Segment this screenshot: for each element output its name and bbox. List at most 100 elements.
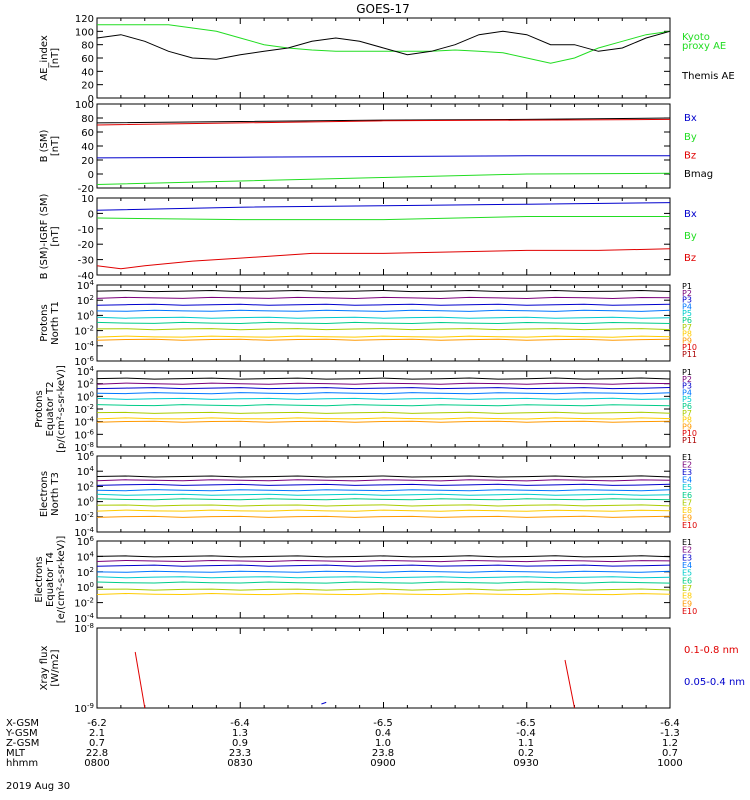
y-tick-label: -20: [78, 184, 94, 195]
footer-value: 0930: [513, 758, 538, 769]
legend-entry: Bz: [684, 253, 696, 264]
series-line: [96, 392, 671, 395]
y-tick-label: 104: [77, 365, 95, 378]
legend-entry: E4: [682, 561, 692, 570]
y-axis-title: [nT]: [50, 48, 61, 68]
legend-entry: P5: [682, 395, 692, 404]
series-line: [96, 493, 671, 496]
footer-value: -6.5: [373, 718, 393, 729]
y-tick-label: 106: [77, 535, 95, 548]
series-line: [96, 489, 671, 492]
series-line: [96, 382, 671, 385]
series-line: [96, 592, 671, 596]
series-line: [96, 564, 671, 567]
series-line: [96, 338, 671, 341]
y-axis-title: B (SM)-IGRF (SM): [39, 194, 50, 280]
y-tick-label: 100: [75, 27, 94, 38]
footer-value: -6.4: [660, 718, 680, 729]
legend-entry: P2: [682, 289, 692, 298]
y-tick-label: 10-2: [74, 325, 94, 338]
panel-frame: [96, 17, 671, 99]
series-line: [96, 417, 671, 420]
legend-entry: E7: [682, 498, 692, 507]
y-tick-label: 100: [77, 496, 94, 509]
y-tick-label: 10-4: [74, 340, 94, 353]
y-axis-title: Protons: [34, 390, 45, 427]
panel-frame: [96, 197, 671, 276]
footer-value: 1.0: [375, 738, 391, 749]
panel-frame: [96, 540, 671, 619]
legend-entry: P3: [682, 382, 692, 391]
y-axis-title: Electrons: [34, 556, 45, 602]
series-line: [96, 303, 671, 306]
y-tick-label: 10-8: [74, 622, 94, 635]
legend-entry: Bx: [684, 209, 697, 220]
series-line: [96, 515, 671, 518]
legend-entry: E9: [682, 513, 692, 522]
series-line: [96, 509, 671, 512]
legend-entry: E9: [682, 599, 692, 608]
legend-entry: P4: [682, 302, 692, 311]
series-line: [96, 570, 671, 573]
series-line: [96, 296, 671, 300]
y-tick-label: 80: [81, 114, 94, 125]
y-tick-label: 20: [81, 81, 94, 92]
y-tick-label: 100: [77, 390, 94, 403]
series-line: [96, 248, 671, 270]
footer-row-label: MLT: [6, 748, 26, 759]
series-line: [96, 335, 671, 338]
y-axis-title: Xray flux: [39, 646, 50, 691]
legend-entry: By: [684, 231, 697, 242]
series-line: [96, 581, 671, 584]
legend-entry: P4: [682, 388, 692, 397]
legend-entry: E10: [682, 521, 697, 530]
y-tick-label: 102: [77, 480, 94, 493]
series-line: [96, 387, 671, 390]
series-line: [96, 576, 671, 579]
series-line: [96, 309, 671, 312]
legend-entry: P9: [682, 422, 692, 431]
legend-entry: E6: [682, 491, 692, 500]
footer-value: 0900: [370, 758, 395, 769]
legend-entry: Kyoto: [682, 32, 710, 43]
y-tick-label: 0: [88, 94, 94, 105]
footer-value: 0.9: [232, 738, 248, 749]
legend-entry: 0.05-0.4 nm: [684, 677, 745, 688]
legend-entry: E2: [682, 461, 692, 470]
footer-value: 0800: [84, 758, 109, 769]
series-line: [96, 479, 671, 482]
legend-entry: P11: [682, 436, 697, 445]
footer-value: 1.2: [662, 738, 678, 749]
legend-entry: E3: [682, 553, 692, 562]
footer-value: 23.3: [229, 748, 251, 759]
series-line: [96, 216, 670, 221]
y-tick-label: 120: [75, 14, 94, 25]
series-line: [96, 118, 671, 126]
legend-entry: P6: [682, 316, 692, 325]
y-tick-label: 10-2: [74, 511, 94, 524]
footer-value: -6.4: [230, 718, 250, 729]
legend-entry: Themis AE: [681, 71, 735, 82]
series-line: [96, 404, 671, 407]
y-tick-label: 10-6: [74, 428, 94, 441]
legend-entry: P8: [682, 330, 692, 339]
legend-entry: E5: [682, 569, 692, 578]
y-tick-label: 102: [77, 294, 94, 307]
footer-value: 1000: [657, 758, 682, 769]
footer-row-label: hhmm: [6, 758, 38, 769]
series-line: [321, 701, 327, 705]
series-line: [96, 420, 671, 423]
legend-entry: P10: [682, 429, 697, 438]
series-line: [96, 377, 671, 380]
legend-entry: P6: [682, 402, 692, 411]
series-line: [96, 475, 671, 478]
panel-2: -20 0 20 40 60 80 100 B (SM) [nT] Bx By Bz Bmag: [39, 100, 713, 195]
y-axis-title: [p/(cm²-s-sr-keV)]: [56, 365, 67, 453]
y-tick-label: 106: [77, 450, 95, 463]
legend-entry: E7: [682, 584, 692, 593]
